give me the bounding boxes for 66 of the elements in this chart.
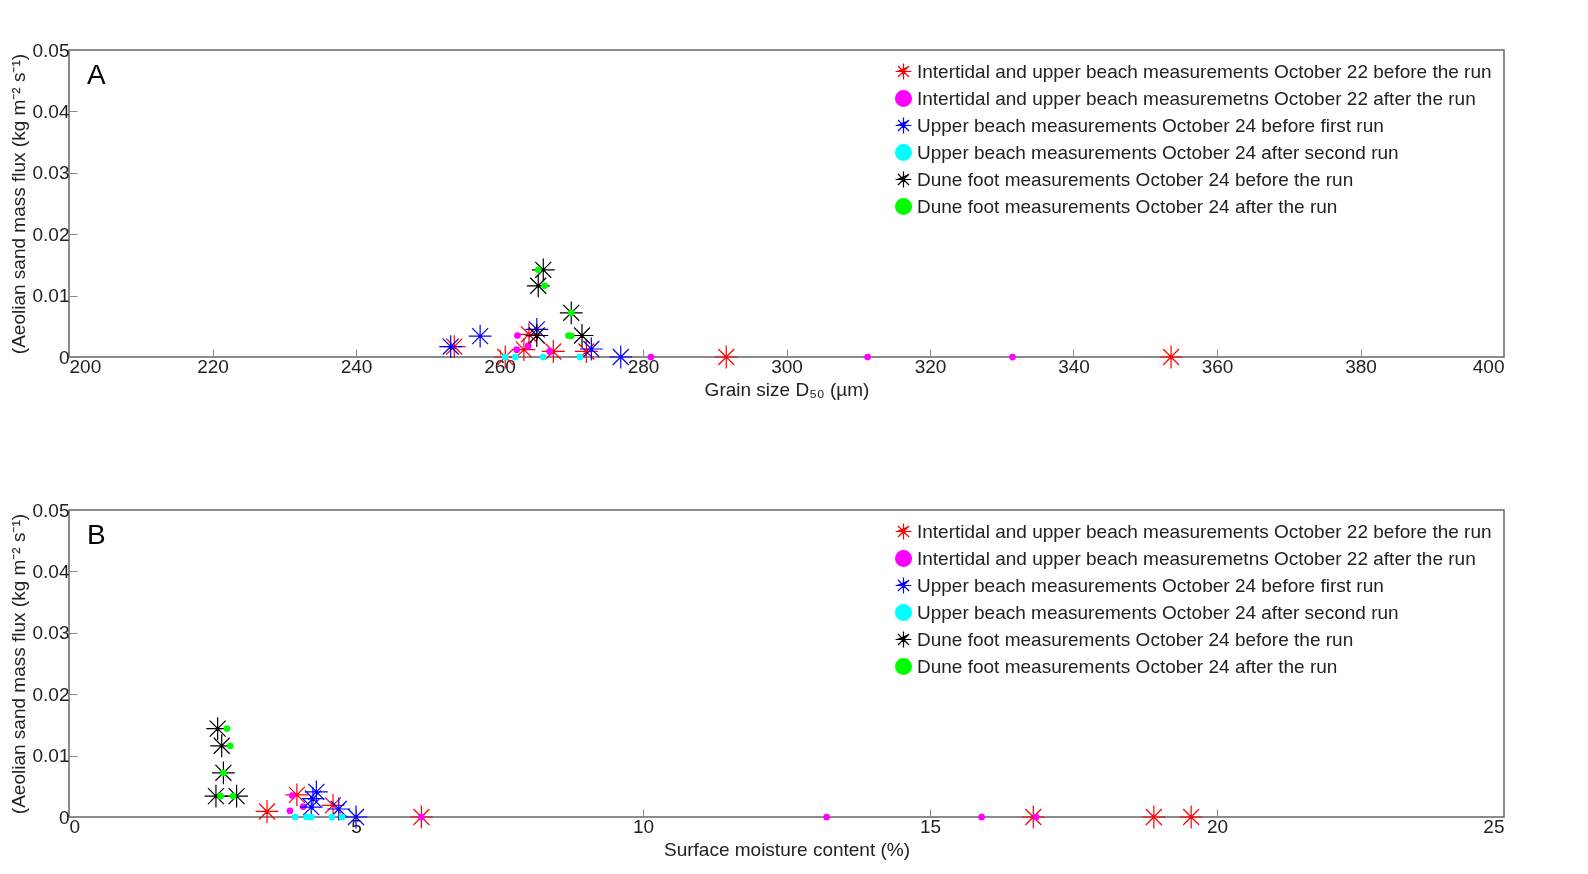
x-tick-label: 220 [197, 355, 229, 377]
point [541, 282, 549, 290]
x-tick-label: 320 [914, 355, 947, 377]
y-axis-title: (Aeolian sand mass flux (kg m⁻² s⁻¹) [7, 513, 29, 815]
point [524, 342, 532, 350]
legend-label: Intertidal and upper beach measuremetns October 22 after the run [917, 547, 1476, 569]
point [1009, 353, 1016, 361]
y-tick-label: 0.03 [32, 622, 70, 644]
legend-label: Intertidal and upper beach measurements October 22 before the run [917, 520, 1492, 542]
x-tick-label: 280 [627, 355, 660, 377]
legend-label: Upper beach measurements October 24 before first run [917, 574, 1384, 596]
y-tick-label: 0.03 [32, 162, 70, 184]
x-tick-label: 380 [1345, 355, 1377, 377]
x-axis-title: Grain size D₅₀ (µm) [704, 378, 870, 400]
point [539, 353, 547, 361]
point [534, 266, 542, 274]
point [714, 345, 739, 369]
x-tick-label: 10 [632, 815, 655, 837]
x-tick-label: 15 [919, 815, 942, 837]
y-tick-label: 0.05 [32, 39, 70, 61]
x-tick-label: 340 [1058, 355, 1090, 377]
point [579, 337, 604, 362]
x-tick-label: 200 [69, 355, 102, 377]
x-tick-label: 25 [1483, 815, 1505, 837]
y-tick-label: 0.02 [32, 223, 70, 245]
point [524, 323, 549, 348]
y-axis-title: (Aeolian sand mass flux (kg m⁻² s⁻¹) [7, 53, 29, 355]
legend-label: Dune foot measurements October 24 after the run [917, 195, 1338, 217]
legend-label: Dune foot measurements October 24 before the run [917, 628, 1354, 650]
legend-label: Intertidal and upper beach measuremetns October 22 after the run [917, 87, 1476, 109]
x-tick-label: 400 [1472, 355, 1505, 377]
legend-label: Dune foot measurements October 24 after the run [917, 655, 1338, 677]
point [864, 353, 871, 361]
point [511, 353, 519, 361]
y-tick-label: 0.01 [32, 745, 70, 767]
legend-label: Intertidal and upper beach measurements October 22 before the run [917, 60, 1492, 82]
y-tick-label: 0.01 [32, 285, 70, 307]
y-tick-label: 0.02 [32, 683, 70, 705]
annotation: A [87, 59, 106, 90]
x-tick-label: 240 [340, 355, 373, 377]
y-tick-label: 0.04 [32, 560, 70, 582]
point [531, 257, 556, 282]
x-tick-label: 20 [1206, 815, 1229, 837]
point [541, 339, 566, 364]
point [468, 324, 493, 349]
legend-label: Upper beach measurements October 24 before first run [917, 114, 1384, 136]
y-tick-label: 0.05 [32, 499, 70, 521]
point [513, 346, 521, 353]
point [574, 339, 599, 364]
legend-label: Dune foot measurements October 24 before the run [917, 168, 1354, 190]
point [567, 309, 575, 317]
point [514, 332, 521, 339]
point [559, 300, 584, 325]
x-tick-label: 300 [771, 355, 803, 377]
point [576, 353, 584, 361]
y-tick-label: 0.04 [32, 100, 70, 122]
x-tick-label: 5 [351, 815, 362, 837]
legend-label: Upper beach measurements October 24 after second run [917, 601, 1399, 623]
x-tick-label: 260 [484, 355, 516, 377]
x-tick-label: 360 [1201, 355, 1234, 377]
point [1159, 345, 1184, 369]
legend-label: Upper beach measurements October 24 after second run [917, 141, 1399, 163]
point [546, 348, 554, 355]
point [526, 273, 551, 298]
x-axis-title: Surface moisture content (%) [663, 838, 911, 860]
annotation: B [87, 519, 106, 550]
